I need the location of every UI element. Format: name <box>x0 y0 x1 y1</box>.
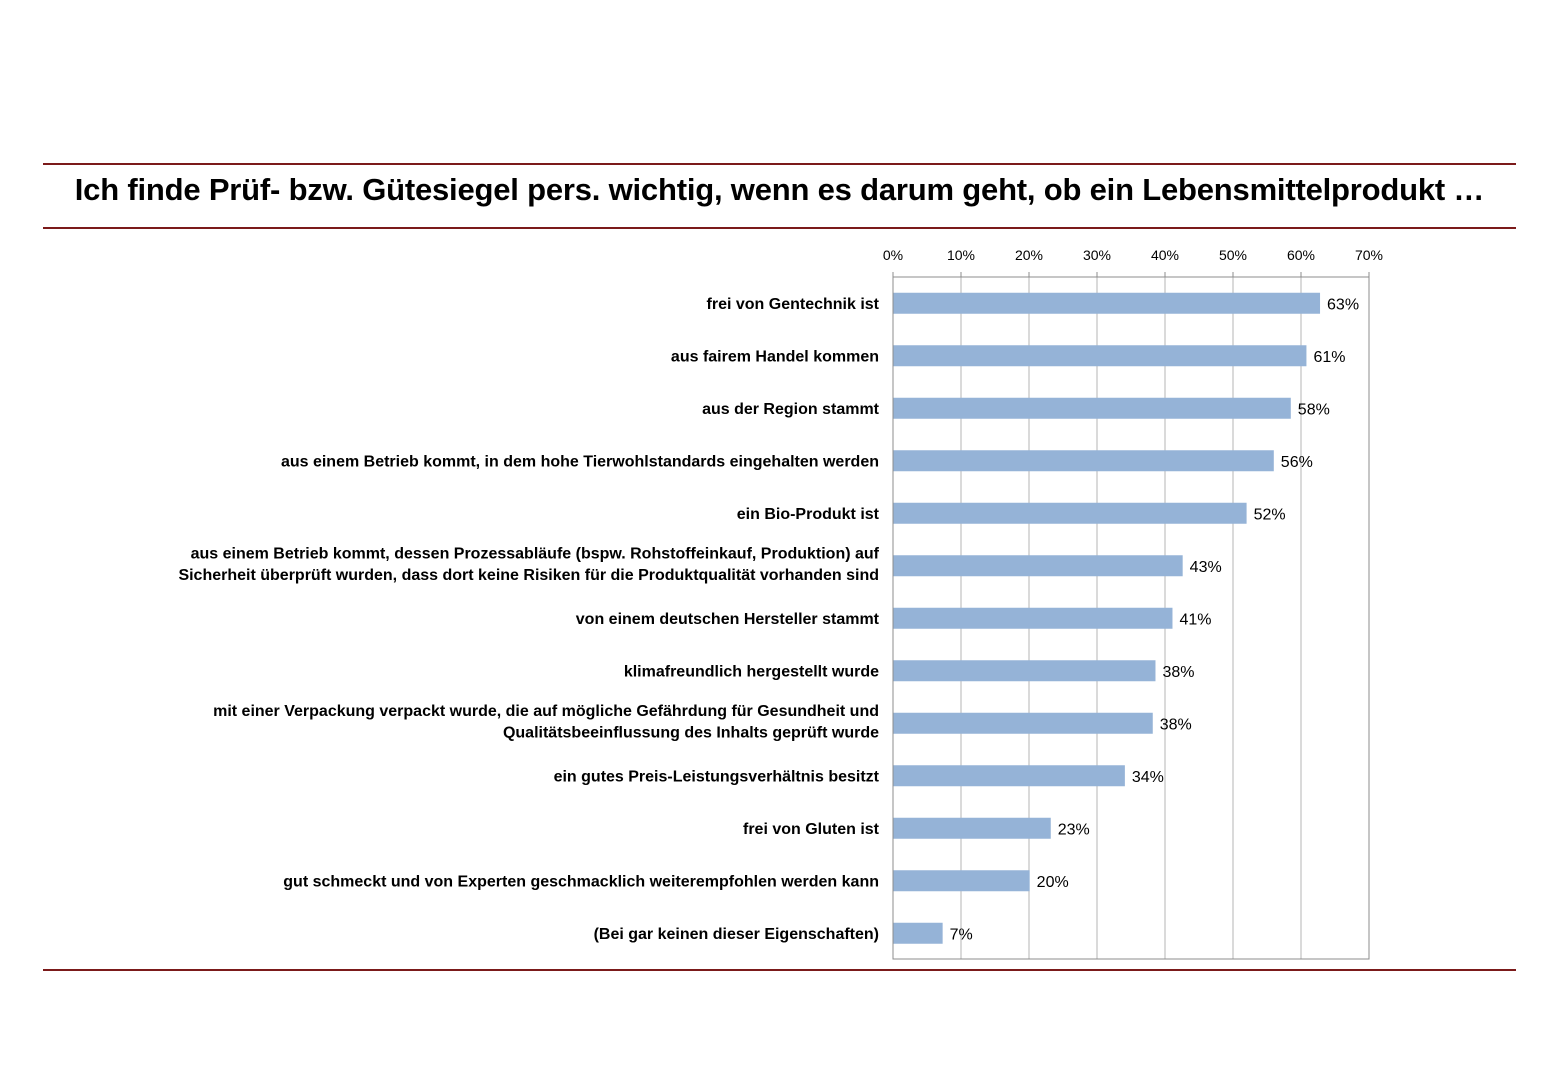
category-label: frei von Gentechnik ist <box>707 296 880 313</box>
bar <box>893 817 1051 839</box>
bar <box>893 345 1307 367</box>
tick-label: 10% <box>947 247 975 263</box>
bar <box>893 922 943 944</box>
category-label: ein gutes Preis-Leistungsverhältnis besi… <box>554 768 880 785</box>
data-label: 63% <box>1327 296 1359 313</box>
data-label: 7% <box>950 926 973 943</box>
category-label: Sicherheit überprüft wurden, dass dort k… <box>178 567 879 584</box>
data-label: 20% <box>1037 874 1069 891</box>
data-label: 23% <box>1058 821 1090 838</box>
tick-label: 60% <box>1287 247 1315 263</box>
bar <box>893 607 1173 629</box>
plot-frame <box>892 276 1370 960</box>
category-label: ein Bio-Produkt ist <box>737 506 880 523</box>
tick-label: 30% <box>1083 247 1111 263</box>
bar <box>893 502 1247 524</box>
data-labels: 63% 61% 58% 56% 52% 43% 41% 38% 38% 34% 23% 20% 7% <box>950 296 1359 943</box>
category-label: Qualitätsbeeinflussung des Inhalts geprü… <box>503 725 879 742</box>
tick-labels: 0% 10% 20% 30% 40% 50% 60% 70% <box>883 247 1383 277</box>
tick-label: 50% <box>1219 247 1247 263</box>
bar <box>893 397 1291 419</box>
data-label: 56% <box>1281 454 1313 471</box>
bar <box>893 450 1274 472</box>
data-label: 38% <box>1160 716 1192 733</box>
category-label: mit einer Verpackung verpackt wurde, die… <box>213 703 879 720</box>
category-label: (Bei gar keinen dieser Eigenschaften) <box>594 926 879 943</box>
category-label: aus einem Betrieb kommt, in dem hohe Tie… <box>281 453 879 470</box>
bars <box>893 292 1321 944</box>
category-label: frei von Gluten ist <box>743 821 880 838</box>
tick-label: 0% <box>883 247 903 263</box>
category-label: von einem deutschen Hersteller stammt <box>576 611 880 628</box>
bottom-rule <box>43 969 1516 971</box>
tick-label: 20% <box>1015 247 1043 263</box>
bar <box>893 870 1030 892</box>
page-title: Ich finde Prüf- bzw. Gütesiegel pers. wi… <box>74 172 1485 207</box>
data-label: 43% <box>1190 559 1222 576</box>
tick-label: 40% <box>1151 247 1179 263</box>
data-label: 61% <box>1313 349 1345 366</box>
data-label: 58% <box>1298 401 1330 418</box>
data-label: 38% <box>1162 664 1194 681</box>
tick-label: 70% <box>1355 247 1383 263</box>
category-label: gut schmeckt und von Experten geschmackl… <box>283 873 879 890</box>
bar <box>893 712 1153 734</box>
data-label: 34% <box>1132 769 1164 786</box>
category-labels: frei von Gentechnik ist aus fairem Handel… <box>178 296 879 943</box>
category-label: aus fairem Handel kommen <box>671 348 879 365</box>
bar <box>893 765 1125 787</box>
title-rule <box>43 227 1516 229</box>
top-rule <box>43 163 1516 165</box>
bar <box>893 292 1321 314</box>
category-label: aus einem Betrieb kommt, dessen Prozessa… <box>191 546 880 563</box>
bar <box>893 555 1183 577</box>
category-label: aus der Region stammt <box>702 401 880 418</box>
data-label: 52% <box>1254 506 1286 523</box>
bar <box>893 660 1156 682</box>
category-label: klimafreundlich hergestellt wurde <box>624 663 879 680</box>
data-label: 41% <box>1179 611 1211 628</box>
